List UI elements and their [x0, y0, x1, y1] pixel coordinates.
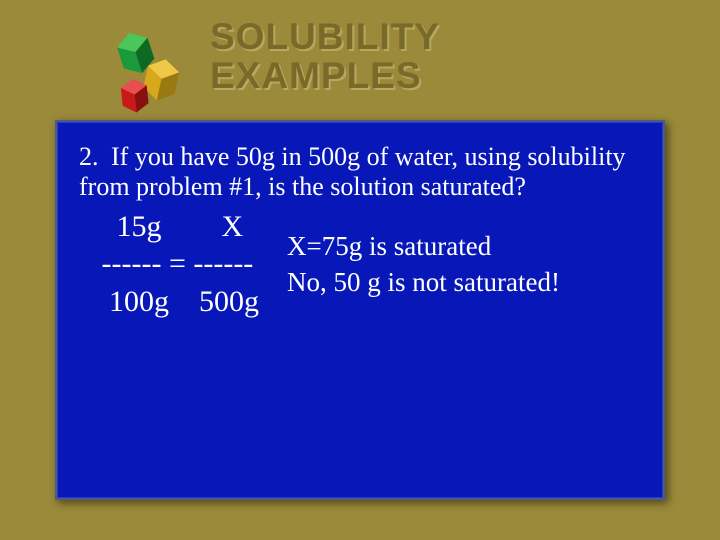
problem-statement: 2. If you have 50g in 500g of water, usi…: [79, 142, 641, 202]
equation: 15g X ------ = ------ 100g 500g: [94, 208, 259, 321]
slide: SOLUBILITY EXAMPLES 2. If you have 50g i…: [0, 0, 720, 540]
equation-row: 15g X ------ = ------ 100g 500g X=75g is…: [79, 208, 641, 321]
title-line-2: EXAMPLES: [210, 57, 440, 96]
content-box: 2. If you have 50g in 500g of water, usi…: [55, 120, 665, 500]
answer-line-1: X=75g is saturated: [287, 228, 560, 264]
cubes-decoration: [90, 20, 200, 120]
problem-text: If you have 50g in 500g of water, using …: [79, 142, 626, 201]
equation-line-3: 100g 500g: [94, 285, 259, 318]
answer: X=75g is saturated No, 50 g is not satur…: [287, 228, 560, 301]
slide-title: SOLUBILITY EXAMPLES: [210, 18, 440, 96]
answer-line-2: No, 50 g is not saturated!: [287, 264, 560, 300]
equation-line-2: ------ = ------: [94, 247, 253, 280]
problem-number: 2.: [79, 142, 99, 171]
equation-line-1: 15g X: [94, 210, 243, 243]
title-line-1: SOLUBILITY: [210, 18, 440, 57]
